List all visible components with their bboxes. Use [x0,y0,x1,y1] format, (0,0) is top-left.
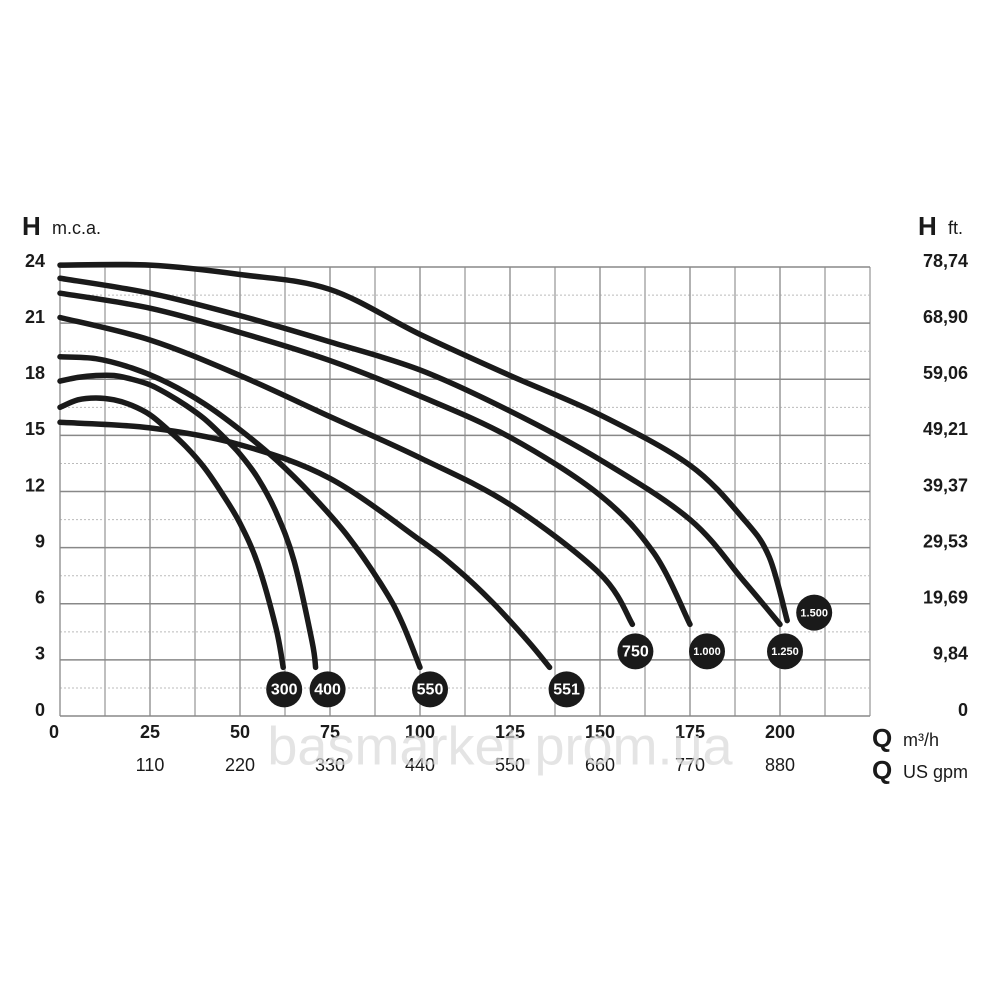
x2-tick-label: 330 [315,755,345,775]
x2-tick-label: 770 [675,755,705,775]
y2-tick-label: 29,53 [923,531,968,551]
x2-tick-label: 660 [585,755,615,775]
y-tick-label: 24 [25,251,45,271]
curve-label-badge [617,633,654,670]
curve-label-badge [412,671,448,708]
x2-tick-label: 440 [405,755,435,775]
pump-curve [57,275,783,628]
pump-curve [57,419,553,671]
y-tick-label: 18 [25,363,45,383]
pump-curve [57,261,790,624]
x-tick-label: 50 [230,722,250,742]
curve-label: 551 [553,682,580,699]
curve-label: 300 [271,682,298,699]
x-tick-label: 0 [49,722,59,742]
curve-label-badge [796,594,833,631]
y-tick-label: 21 [25,307,45,327]
x-tick-label: 125 [495,722,525,742]
y-axis-symbol: H [22,211,41,241]
curve-label-badge [548,671,585,708]
y-axis-unit: m.c.a. [52,218,101,238]
curve-label: 1.250 [771,646,799,658]
curve-label-badge [689,633,725,670]
x-tick-label: 150 [585,722,615,742]
pump-curve [57,372,319,671]
pump-curve [57,395,286,671]
curve-label: 1.000 [693,646,721,658]
x2-axis-unit: US gpm [903,762,968,782]
y2-axis-unit: ft. [948,218,963,238]
x-tick-label: 100 [405,722,435,742]
x2-tick-label: 550 [495,755,525,775]
y-tick-label: 6 [35,588,45,608]
watermark: basmarket.prom.ua [267,716,733,776]
x2-tick-label: 880 [765,755,795,775]
x-tick-label: 200 [765,722,795,742]
x-tick-label: 175 [675,722,705,742]
y2-tick-label: 39,37 [923,475,968,495]
y2-tick-label: 19,69 [923,587,968,607]
curve-label-badge [767,633,803,670]
y2-tick-label: 0 [958,700,968,720]
curve-label-badge [309,671,346,708]
x2-tick-label: 110 [136,755,165,775]
y2-axis-symbol: H [918,211,937,241]
curve-label: 750 [622,644,649,661]
pump-curve [57,290,693,628]
curve-label-badge [266,671,303,708]
y2-tick-label: 78,74 [923,251,968,271]
y-tick-label: 0 [35,700,45,720]
curve-label: 400 [314,682,341,699]
curve-label: 550 [417,682,444,699]
curve-label: 1.500 [800,607,828,619]
y2-tick-label: 9,84 [933,644,968,664]
y-tick-label: 12 [25,475,45,495]
x2-axis-symbol: Q [872,755,892,785]
pump-curve [57,314,636,628]
y2-tick-label: 49,21 [923,419,968,439]
x2-tick-label: 220 [225,755,255,775]
x-tick-label: 75 [320,722,340,742]
y-tick-label: 3 [35,644,45,664]
x-axis-unit: m³/h [903,730,939,750]
y-tick-label: 9 [35,531,45,551]
y2-tick-label: 68,90 [923,307,968,327]
pump-curve [57,354,423,671]
y-tick-label: 15 [25,419,45,439]
y2-tick-label: 59,06 [923,363,968,383]
x-axis-symbol: Q [872,723,892,753]
x-tick-label: 25 [140,722,160,742]
